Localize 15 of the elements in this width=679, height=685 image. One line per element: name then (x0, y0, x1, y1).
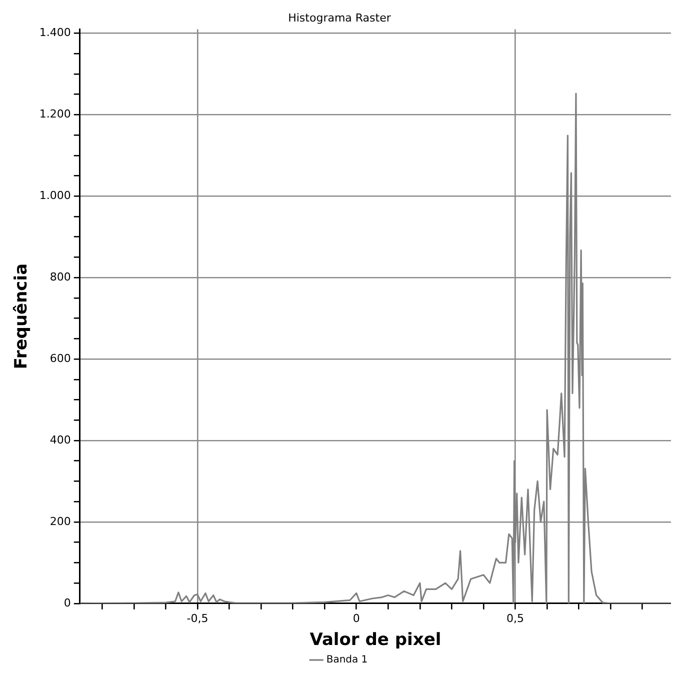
x-tick-label: 0 (352, 612, 360, 625)
y-tick-label: 0 (64, 596, 71, 610)
y-tick-label: 1.400 (39, 26, 71, 40)
y-tick-label: 1.000 (39, 189, 71, 202)
x-tick-label: 0,5 (506, 612, 524, 625)
y-tick-label: 400 (50, 433, 71, 446)
x-tick-label: -0,5 (186, 612, 208, 625)
y-tick-label: 1.200 (39, 108, 71, 121)
chart-title: Histograma Raster (288, 11, 392, 24)
y-tick-label: 600 (50, 352, 71, 365)
y-tick-label: 800 (50, 270, 71, 284)
y-axis-title: Frequência (12, 263, 32, 370)
x-axis-title: Valor de pixel (310, 630, 442, 650)
y-tick-label: 200 (50, 514, 71, 528)
legend-label: Banda 1 (326, 654, 368, 666)
